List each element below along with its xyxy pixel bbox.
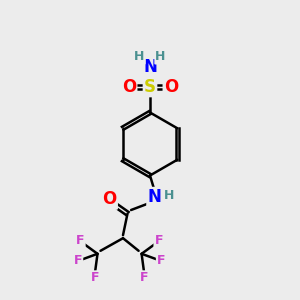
Text: H: H [134,50,145,64]
Text: F: F [91,271,99,284]
Text: H: H [164,189,175,202]
Text: F: F [140,271,148,284]
Text: O: O [102,190,117,208]
Text: O: O [164,78,178,96]
Text: F: F [74,254,82,267]
Text: N: N [143,58,157,76]
Text: N: N [148,188,161,206]
Text: H: H [155,50,166,64]
Text: O: O [122,78,136,96]
Text: F: F [157,254,165,267]
Text: F: F [154,234,163,248]
Text: S: S [144,78,156,96]
Text: F: F [76,234,85,248]
